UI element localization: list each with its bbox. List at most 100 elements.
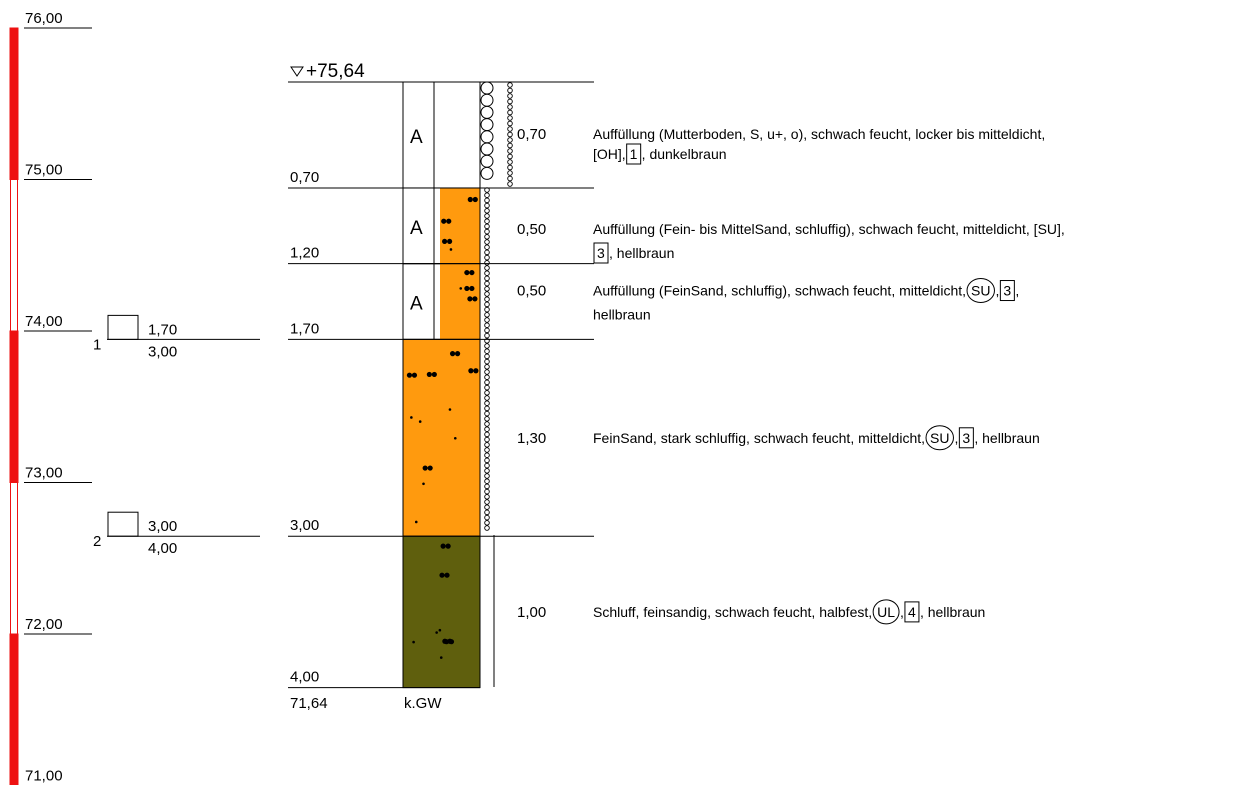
filter-circle (484, 364, 490, 370)
soil-grain (443, 639, 450, 645)
fill-marker: A (410, 218, 423, 239)
pipe-circle (507, 104, 513, 110)
fill-marker: A (410, 127, 423, 148)
sample-bottom-depth: 3,00 (148, 343, 177, 360)
filter-circle (484, 488, 490, 495)
sample-top-depth: 1,70 (148, 321, 177, 338)
soil-dot (449, 248, 453, 251)
pipe-circle (507, 126, 513, 132)
description-text: , hellbraun (974, 430, 1039, 446)
filter-circle (484, 509, 490, 516)
description-text: FeinSand, stark schluffig, schwach feuch… (593, 430, 925, 446)
filter-circle (484, 275, 490, 282)
soil-group-circle (966, 278, 995, 304)
filter-circle (484, 197, 490, 204)
filter-gravel-circle (480, 166, 494, 180)
sample-box (107, 511, 139, 537)
soil-class-number: 3 (962, 430, 970, 446)
soil-class-box (626, 143, 642, 165)
filter-circle (484, 416, 490, 422)
description-text: , (900, 604, 904, 620)
filter-circle (484, 322, 490, 328)
filter-circle (484, 473, 490, 479)
pipe-circle (507, 142, 513, 149)
soil-dot (435, 631, 438, 634)
filter-circle (484, 218, 490, 224)
filter-circle (484, 374, 490, 380)
soil-grain (454, 351, 461, 357)
filter-circle (484, 405, 490, 412)
soil-group-code: SU (971, 283, 990, 299)
well-pipe (480, 81, 513, 687)
elevation-scale: 76,00 75,00 74,00 73,00 72,00 71,00 (9, 10, 92, 785)
filter-circle (484, 390, 490, 396)
filter-circle (484, 525, 490, 531)
filter-gravel-circle (480, 118, 494, 132)
sample-number: 2 (93, 533, 101, 550)
pipe-circle (507, 170, 513, 176)
soil-grain (427, 465, 433, 471)
filter-circle (484, 332, 490, 339)
filter-circle (484, 520, 490, 526)
soil-grain (467, 196, 473, 203)
filter-circle (484, 499, 490, 505)
soil-grain (472, 196, 478, 203)
filter-circle (484, 306, 490, 313)
soil-grain (444, 572, 450, 578)
soil-group-code: SU (930, 430, 949, 446)
soil-dot (453, 436, 457, 440)
pipe-circle (507, 120, 513, 127)
filter-circle (484, 312, 490, 318)
soil-dot (418, 420, 422, 423)
soil-grain (445, 543, 451, 549)
soil-dot (448, 408, 452, 411)
filter-circle (484, 213, 490, 219)
filter-circle (484, 296, 490, 302)
filter-circle (484, 234, 490, 240)
thickness-label: 0,70 (517, 126, 546, 143)
soil-dot (422, 482, 425, 486)
filter-gravel-circle (480, 154, 494, 168)
sample-markers: 1 1,70 3,00 2 3,00 4,00 (93, 314, 260, 557)
soil-group-code: UL (877, 604, 895, 620)
filter-circle (484, 338, 490, 344)
scale-segment (10, 482, 18, 635)
soil-grain (441, 218, 447, 224)
soil-class-box (958, 427, 974, 449)
scale-label: 76,00 (25, 10, 63, 27)
description-text: , dunkelbraun (642, 146, 727, 162)
soil-grain (472, 296, 478, 302)
filter-circle (484, 468, 490, 474)
thickness-label: 1,00 (517, 604, 546, 621)
filter-circle (484, 208, 490, 214)
pipe-circle (507, 131, 513, 138)
soil-grain (467, 296, 473, 302)
filter-circle (484, 260, 490, 266)
pipe-circle (507, 109, 513, 116)
filter-circle (484, 327, 490, 334)
soil-grain (446, 218, 452, 224)
soil-class-box (593, 242, 609, 264)
description-text: , (1015, 283, 1019, 299)
description-text: , hellbraun (920, 604, 985, 620)
soil-dot (438, 628, 442, 632)
depth-label: 1,70 (290, 320, 319, 337)
filter-circle (484, 254, 490, 261)
pipe-circle (507, 82, 513, 88)
soil-dot (410, 416, 413, 419)
soil-group-circle (872, 599, 900, 625)
filter-circle (484, 483, 490, 490)
soil-group-circle (925, 425, 954, 451)
filter-gravel-circle (480, 105, 494, 119)
filter-circle (484, 421, 490, 427)
filter-circle (484, 301, 490, 308)
pipe-circle (507, 148, 513, 154)
scale-label: 71,00 (25, 768, 63, 785)
sample-number: 1 (93, 336, 101, 353)
pipe-circle (507, 115, 513, 121)
soil-grain (464, 269, 470, 276)
description-text: , (954, 430, 958, 446)
filter-circle (484, 239, 490, 245)
description-text: Schluff, feinsandig, schwach feucht, hal… (593, 604, 872, 620)
